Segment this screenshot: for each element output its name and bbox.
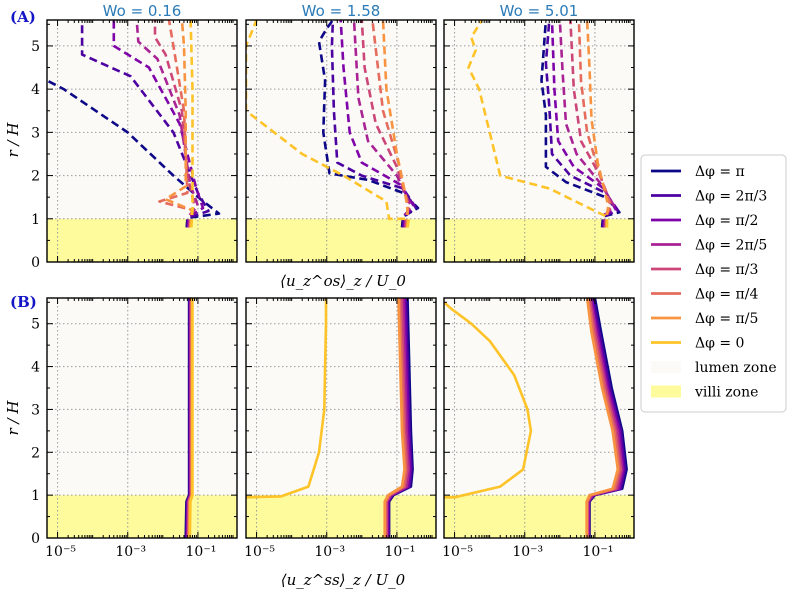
y-tick-label: 4 <box>31 82 40 98</box>
y-tick-label: 0 <box>31 531 40 547</box>
x-axis-label-a: ⟨u_z^os⟩_z / U_0 <box>280 272 406 290</box>
axes-frame <box>245 19 437 263</box>
y-tick-label: 3 <box>31 125 40 141</box>
series-line-7 <box>383 298 406 538</box>
y-tick-label: 3 <box>31 402 40 418</box>
x-tick-label: 10⁻¹ <box>583 544 614 560</box>
legend-entry: Δφ = π/3 <box>695 262 758 278</box>
legend-entry: Δφ = 2π/5 <box>695 238 767 254</box>
legend-entry: Δφ = π <box>695 164 745 180</box>
x-tick-label: 10⁻⁵ <box>244 544 275 560</box>
panel-b-label: (B) <box>10 293 37 311</box>
panel-title: Wo = 1.58 <box>302 2 381 20</box>
x-tick-label: 10⁻⁵ <box>442 544 473 560</box>
panel-a-3: Wo = 5.01 <box>443 2 635 263</box>
legend: Δφ = π Δφ = 2π/3 Δφ = π/2 Δφ = 2π/5 Δφ = π/3… <box>640 154 787 413</box>
axes-frame <box>443 19 635 263</box>
series-line-8 <box>467 20 609 228</box>
series-lines <box>184 298 194 538</box>
y-tick-label: 5 <box>31 317 40 333</box>
y-tick-label: 1 <box>31 212 40 228</box>
panel-b-1: 0 1 2 3 4 5 10⁻⁵ 10⁻³ 10⁻¹ <box>31 297 238 560</box>
y-tick-label: 4 <box>31 360 40 376</box>
villi-zone <box>444 495 634 538</box>
series-lines <box>246 298 414 538</box>
series-line-2 <box>544 20 620 228</box>
series-line-7 <box>585 298 620 538</box>
y-tick-label: 2 <box>31 445 40 461</box>
legend-entry: Δφ = π/4 <box>695 287 758 303</box>
series-line-7 <box>381 20 409 228</box>
x-tick-label: 10⁻³ <box>314 544 345 560</box>
series-line-1 <box>317 20 420 228</box>
axes-frame <box>46 297 238 539</box>
panel-b-3: 10⁻⁵ 10⁻³ 10⁻¹ <box>442 297 635 560</box>
series-lines <box>444 298 628 538</box>
panel-b-2: 10⁻⁵ 10⁻³ 10⁻¹ <box>244 297 437 560</box>
series-line-2 <box>80 20 210 228</box>
panels: 0 1 2 3 4 5 Wo = 0.16 Wo = 1.58 Wo = 5.01 0 1 2 3 4 5 1… <box>31 2 635 560</box>
series-line-8 <box>246 298 328 499</box>
x-tick-label: 10⁻³ <box>512 544 543 560</box>
axes-frame <box>46 19 238 263</box>
axes-frame <box>245 297 437 539</box>
series-line-8 <box>189 20 194 228</box>
legend-entry-villi: villi zone <box>694 385 758 401</box>
y-tick-label: 5 <box>31 39 40 55</box>
legend-swatch-villi <box>651 385 681 398</box>
x-tick-label: 10⁻⁵ <box>45 544 76 560</box>
series-line-7 <box>585 20 610 228</box>
x-tick-label: 10⁻¹ <box>385 544 416 560</box>
y-tick-label: 2 <box>31 169 40 185</box>
series-lines <box>246 20 420 228</box>
panel-title: Wo = 5.01 <box>500 2 579 20</box>
y-tick-label: 0 <box>31 255 40 271</box>
series-line-8 <box>246 20 411 228</box>
panel-title: Wo = 0.16 <box>103 2 182 20</box>
legend-entry: Δφ = π/2 <box>695 213 758 229</box>
x-tick-label: 10⁻³ <box>115 544 146 560</box>
villi-zone <box>47 495 237 538</box>
series-lines <box>47 20 221 228</box>
x-tick-label: 10⁻¹ <box>186 544 217 560</box>
villi-zone <box>47 218 237 262</box>
panel-a-2: Wo = 1.58 <box>245 2 437 263</box>
y-axis-label-b: r / H <box>4 400 22 436</box>
series-line-8 <box>444 301 533 499</box>
legend-entry: Δφ = 0 <box>695 336 744 352</box>
legend-entry: Δφ = π/5 <box>695 311 758 327</box>
y-tick-label: 1 <box>31 488 40 504</box>
legend-entry-lumen: lumen zone <box>695 360 777 376</box>
panel-a-1: 0 1 2 3 4 5 Wo = 0.16 <box>31 2 238 271</box>
y-axis-label-a: r / H <box>4 122 22 158</box>
legend-swatch-lumen <box>651 361 681 373</box>
panel-a-label: (A) <box>10 8 36 26</box>
series-lines <box>467 20 621 228</box>
x-axis-label-b: ⟨u_z^ss⟩_z / U_0 <box>281 571 406 589</box>
villi-zone <box>246 495 436 538</box>
legend-entry: Δφ = 2π/3 <box>695 189 767 205</box>
series-line-8 <box>188 298 194 538</box>
axes-frame <box>443 297 635 539</box>
